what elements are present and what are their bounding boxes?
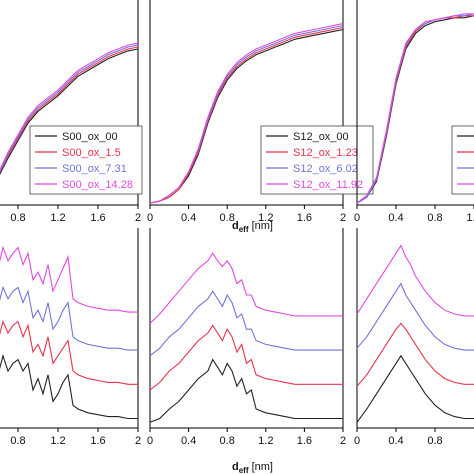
x-tick-label: 1.2 bbox=[258, 435, 273, 447]
x-tick-label: 1.6 bbox=[90, 435, 105, 447]
legend-entry: S12_ox_11.92 bbox=[293, 179, 363, 191]
x-tick-label: 2 bbox=[135, 435, 141, 447]
x-tick-label: 0 bbox=[147, 212, 153, 224]
legend-box bbox=[29, 125, 143, 195]
panel-bottom-left: 0.8 1.2 1.6 2 bbox=[0, 228, 141, 447]
panel-bottom-middle: 0 0.4 0.8 1.2 1.6 2 bbox=[147, 228, 346, 447]
series-line-1 bbox=[0, 46, 139, 174]
x-tick-label: 1.2 bbox=[258, 212, 273, 224]
x-tick-label: 0.8 bbox=[427, 212, 442, 224]
series-line-3 bbox=[0, 245, 138, 313]
legend-entry: S12_ox_1.23 bbox=[293, 147, 358, 159]
x-tick-label: 0.8 bbox=[220, 212, 235, 224]
series-line-1 bbox=[149, 324, 343, 391]
x-tick-label: 2 bbox=[340, 212, 346, 224]
series-line-1 bbox=[0, 319, 138, 385]
legend-box bbox=[260, 125, 374, 195]
series-line-0 bbox=[356, 354, 474, 423]
legend-entry: S12_ox_6.02 bbox=[293, 163, 358, 175]
x-tick-label: 0.4 bbox=[181, 435, 196, 447]
x-tick-label: 1.2 bbox=[50, 212, 65, 224]
series-line-0 bbox=[0, 353, 138, 420]
x-tick-label: 1.6 bbox=[297, 212, 312, 224]
x-tick-label: 1.2 bbox=[50, 435, 65, 447]
series-line-1 bbox=[149, 26, 344, 204]
legend-entry: S00_ox_00 bbox=[62, 131, 118, 143]
x-tick-label: 0.8 bbox=[10, 212, 25, 224]
x-tick-label: 2 bbox=[135, 212, 141, 224]
series-line-0 bbox=[149, 358, 343, 423]
x-axis-label: deff [nm] bbox=[232, 220, 273, 234]
legend-entry: S00_ox_7.31 bbox=[62, 163, 127, 175]
x-axis-label: deff [nm] bbox=[232, 461, 273, 474]
series-line-3 bbox=[149, 23, 344, 204]
x-tick-label: 0.8 bbox=[10, 435, 25, 447]
panel-bottom-right: 0 0.4 0.8 bbox=[354, 228, 474, 447]
series-line-3 bbox=[356, 244, 474, 317]
x-tick-label: 1.6 bbox=[297, 435, 312, 447]
series-line-1 bbox=[356, 322, 474, 387]
x-tick-label: 1.6 bbox=[90, 212, 105, 224]
panel-top-right: 0 0.4 0.8 1.2 bbox=[354, 0, 474, 224]
x-tick-label: 0 bbox=[147, 435, 153, 447]
legend-entry: S12_ox_00 bbox=[293, 131, 349, 143]
series-line-3 bbox=[356, 13, 474, 204]
series-line-3 bbox=[149, 252, 343, 324]
x-tick-label: 0.4 bbox=[181, 212, 196, 224]
series-line-2 bbox=[149, 290, 343, 357]
panel-top-middle: 0 0.4 0.8 1.2 1.6 2 S12_ox_00 S12_ox_1.23 S12_ox… bbox=[147, 0, 374, 224]
series-line-3 bbox=[0, 42, 139, 171]
legend-box bbox=[451, 125, 474, 195]
series-line-0 bbox=[0, 48, 139, 176]
x-tick-label: 0.8 bbox=[220, 435, 235, 447]
x-tick-label: 2 bbox=[340, 435, 346, 447]
x-tick-label: 0.4 bbox=[388, 435, 403, 447]
x-tick-label: 0.8 bbox=[427, 435, 442, 447]
panel-top-left: 0.8 1.2 1.6 2 S00_ox_00 S00_ox_1.5 S00_ox_7.31… bbox=[0, 0, 143, 224]
x-tick-label: 0.4 bbox=[388, 212, 403, 224]
series-line-2 bbox=[0, 44, 139, 173]
legend-entry: S00_ox_14.28 bbox=[62, 179, 133, 191]
series-line-2 bbox=[0, 285, 138, 351]
x-tick-label: 1.2 bbox=[466, 212, 474, 224]
x-tick-label: 0 bbox=[354, 212, 360, 224]
legend-entry: S00_ox_1.5 bbox=[62, 147, 121, 159]
series-line-2 bbox=[356, 282, 474, 351]
x-tick-label: 0 bbox=[354, 435, 360, 447]
